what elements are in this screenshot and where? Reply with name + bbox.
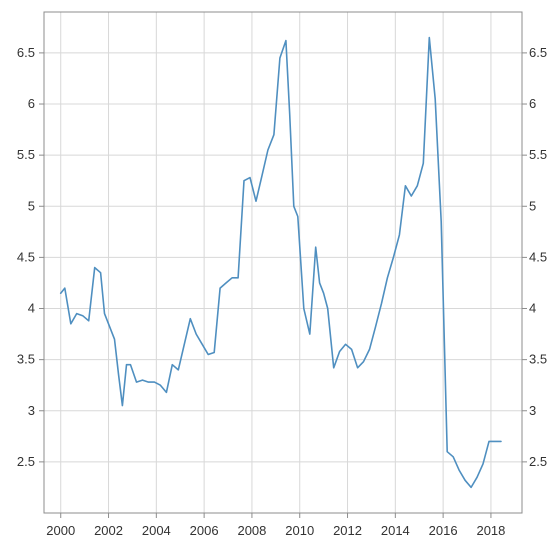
y-tick-label-left: 2.5 — [17, 454, 35, 469]
y-tick-label-right: 5 — [529, 198, 536, 213]
y-tick-label-right: 4.5 — [529, 249, 547, 264]
y-tick-label-right: 5.5 — [529, 147, 547, 162]
tick-labels: 2000 2002 2004 2006 2008 2010 2012 2014 2016 2018… — [17, 45, 547, 538]
series-layer — [59, 36, 502, 489]
x-tick-label: 2016 — [429, 523, 458, 538]
x-tick-label: 2018 — [476, 523, 505, 538]
y-tick-label-left: 6.5 — [17, 45, 35, 60]
y-tick-label-left: 3.5 — [17, 352, 35, 367]
y-tick-label-right: 3 — [529, 403, 536, 418]
axis-ticks — [39, 52, 527, 518]
x-tick-label: 2010 — [285, 523, 314, 538]
x-tick-label: 2006 — [190, 523, 219, 538]
x-tick-label: 2014 — [381, 523, 410, 538]
y-tick-label-right: 6.5 — [529, 45, 547, 60]
x-tick-label: 2002 — [94, 523, 123, 538]
y-tick-label-left: 6 — [28, 96, 35, 111]
y-tick-label-left: 5 — [28, 198, 35, 213]
y-tick-label-left: 4.5 — [17, 249, 35, 264]
y-tick-label-right: 3.5 — [529, 352, 547, 367]
plot-frame — [43, 11, 523, 514]
y-tick-label-left: 5.5 — [17, 147, 35, 162]
x-tick-label: 2008 — [237, 523, 266, 538]
grid-lines — [44, 12, 522, 513]
series-line — [59, 36, 502, 489]
x-tick-label: 2004 — [142, 523, 171, 538]
y-tick-label-left: 4 — [28, 301, 35, 316]
y-tick-label-right: 2.5 — [529, 454, 547, 469]
y-tick-label-right: 6 — [529, 96, 536, 111]
x-tick-label: 2000 — [46, 523, 75, 538]
x-tick-label: 2012 — [333, 523, 362, 538]
y-tick-label-right: 4 — [529, 301, 536, 316]
y-tick-label-left: 3 — [28, 403, 35, 418]
